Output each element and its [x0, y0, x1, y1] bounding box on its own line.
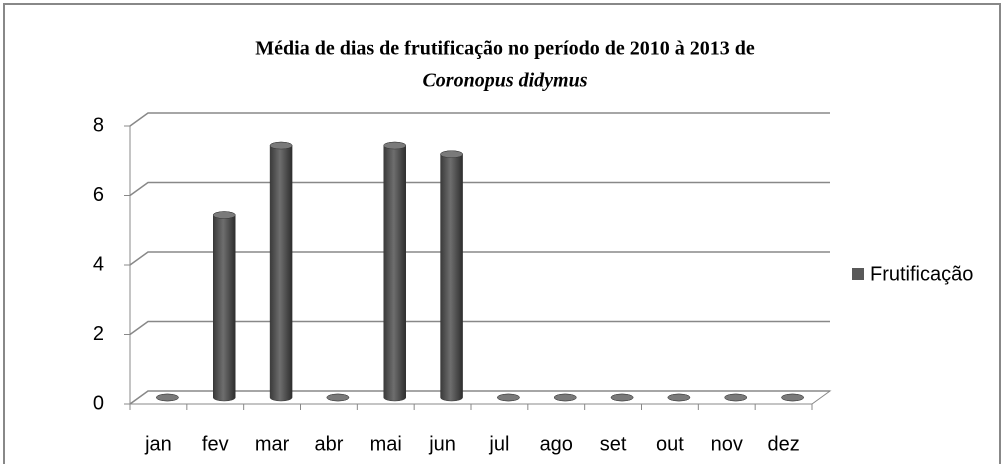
x-tick-label: ago — [540, 433, 573, 455]
y-tick-label: 6 — [93, 184, 104, 206]
bar-top — [383, 141, 406, 150]
chart-frame — [3, 3, 1001, 464]
x-tick-label: abr — [314, 433, 343, 455]
bar-top — [156, 393, 179, 402]
x-tick-label: out — [656, 433, 684, 455]
legend-swatch — [852, 268, 864, 280]
x-tick-label: jun — [428, 433, 456, 455]
bar-top — [610, 393, 634, 402]
x-tick-label: dez — [767, 433, 799, 455]
bar-top — [497, 393, 520, 402]
x-tick-label: fev — [202, 433, 229, 455]
bar-top — [781, 393, 804, 402]
bar — [383, 141, 406, 402]
bar — [269, 141, 293, 402]
bar-top — [213, 211, 236, 219]
x-tick-label: jul — [488, 433, 509, 455]
x-tick-label: nov — [711, 433, 743, 455]
x-tick-label: jan — [144, 433, 172, 455]
bar-top — [326, 393, 350, 402]
grid-line — [129, 181, 830, 197]
grid-line — [129, 251, 830, 266]
y-tick-label: 4 — [93, 253, 104, 275]
bar-top — [440, 150, 463, 158]
y-tick-label: 0 — [93, 392, 104, 414]
grid-line — [129, 320, 830, 336]
bar-top — [554, 393, 577, 402]
grid-line — [129, 112, 830, 127]
x-tick-label: mai — [370, 433, 402, 455]
legend-label: Frutificação — [870, 263, 973, 285]
y-tick-label: 8 — [93, 114, 104, 136]
bar — [440, 150, 463, 402]
y-tick-label: 2 — [93, 323, 104, 345]
bar-top — [667, 393, 691, 402]
x-tick-label: mar — [255, 433, 290, 455]
x-tick-label: set — [600, 433, 627, 455]
bar-top — [724, 393, 747, 402]
chart-subtitle: Coronopus didymus — [422, 70, 587, 92]
grid-line — [129, 390, 830, 405]
bar — [213, 211, 236, 402]
chart-title: Média de dias de frutificação no período… — [255, 38, 755, 60]
bar-top — [269, 141, 293, 150]
